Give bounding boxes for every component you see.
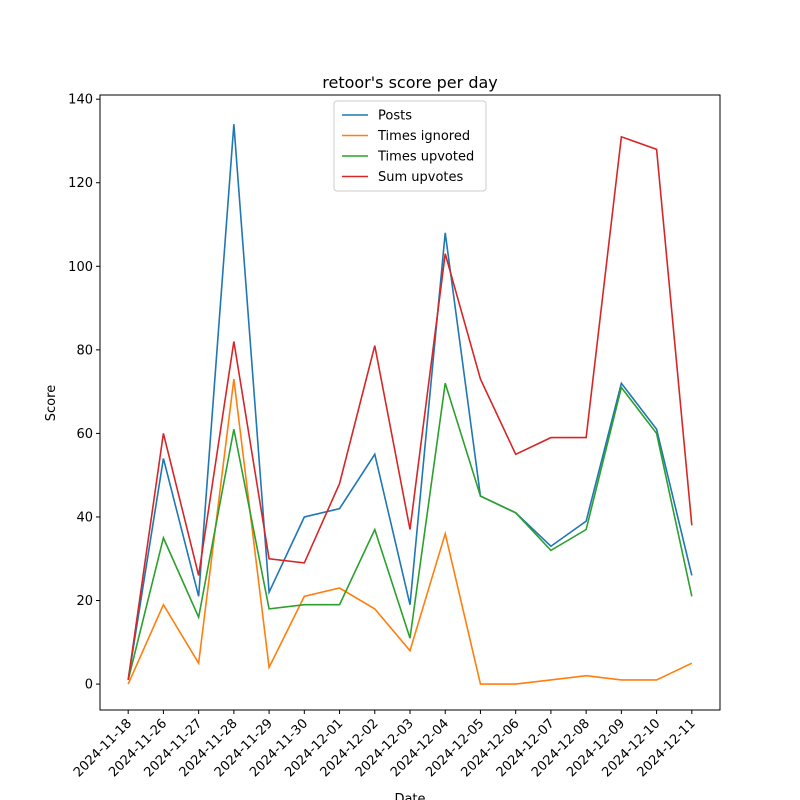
y-tick-label: 120 — [68, 176, 93, 191]
legend-label: Times ignored — [377, 129, 470, 144]
legend-label: Times upvoted — [377, 150, 474, 165]
legend: Posts Times ignored Times upvoted Sum upvot… — [333, 100, 487, 192]
series-line — [127, 379, 693, 685]
legend-frame — [333, 100, 487, 192]
series-line — [127, 124, 693, 681]
y-tick-label: 0 — [85, 678, 93, 693]
y-tick-label: 60 — [76, 427, 93, 442]
y-axis-label: Score — [44, 385, 59, 421]
x-axis-label: Date — [394, 792, 425, 800]
y-tick-label: 100 — [68, 260, 93, 275]
legend-label: Sum upvotes — [378, 170, 464, 185]
chart-title: retoor's score per day — [322, 73, 498, 92]
plot-frame — [99, 94, 721, 711]
series-line — [127, 135, 693, 681]
y-tick-label: 140 — [68, 93, 93, 108]
series-line — [127, 383, 693, 681]
y-tick-label: 20 — [76, 594, 93, 609]
y-tick-label: 80 — [76, 343, 93, 358]
y-tick-label: 40 — [76, 510, 93, 525]
legend-label: Posts — [378, 109, 412, 124]
